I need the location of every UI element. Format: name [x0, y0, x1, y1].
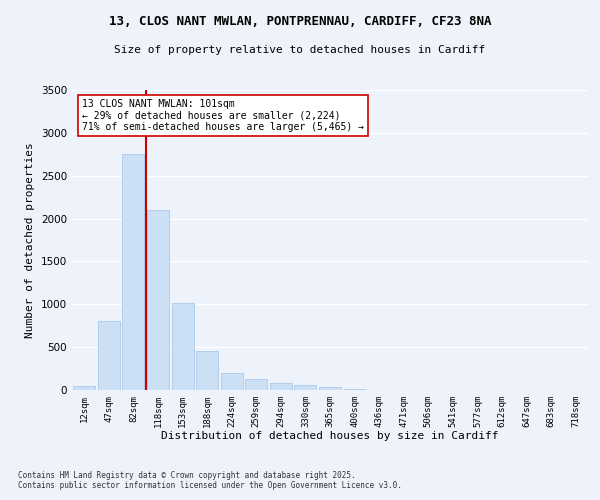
- Bar: [172, 302, 194, 390]
- Bar: [122, 154, 145, 390]
- Bar: [98, 322, 120, 390]
- Text: Contains HM Land Registry data © Crown copyright and database right 2025.
Contai: Contains HM Land Registry data © Crown c…: [18, 470, 402, 490]
- Bar: [73, 386, 95, 390]
- Bar: [245, 379, 268, 390]
- Bar: [147, 210, 169, 390]
- Text: 13, CLOS NANT MWLAN, PONTPRENNAU, CARDIFF, CF23 8NA: 13, CLOS NANT MWLAN, PONTPRENNAU, CARDIF…: [109, 15, 491, 28]
- Bar: [344, 388, 365, 390]
- Text: Size of property relative to detached houses in Cardiff: Size of property relative to detached ho…: [115, 45, 485, 55]
- Bar: [295, 386, 316, 390]
- Text: 13 CLOS NANT MWLAN: 101sqm
← 29% of detached houses are smaller (2,224)
71% of s: 13 CLOS NANT MWLAN: 101sqm ← 29% of deta…: [82, 99, 364, 132]
- X-axis label: Distribution of detached houses by size in Cardiff: Distribution of detached houses by size …: [161, 432, 499, 442]
- Y-axis label: Number of detached properties: Number of detached properties: [25, 142, 35, 338]
- Bar: [319, 388, 341, 390]
- Bar: [270, 383, 292, 390]
- Bar: [196, 352, 218, 390]
- Bar: [221, 373, 243, 390]
